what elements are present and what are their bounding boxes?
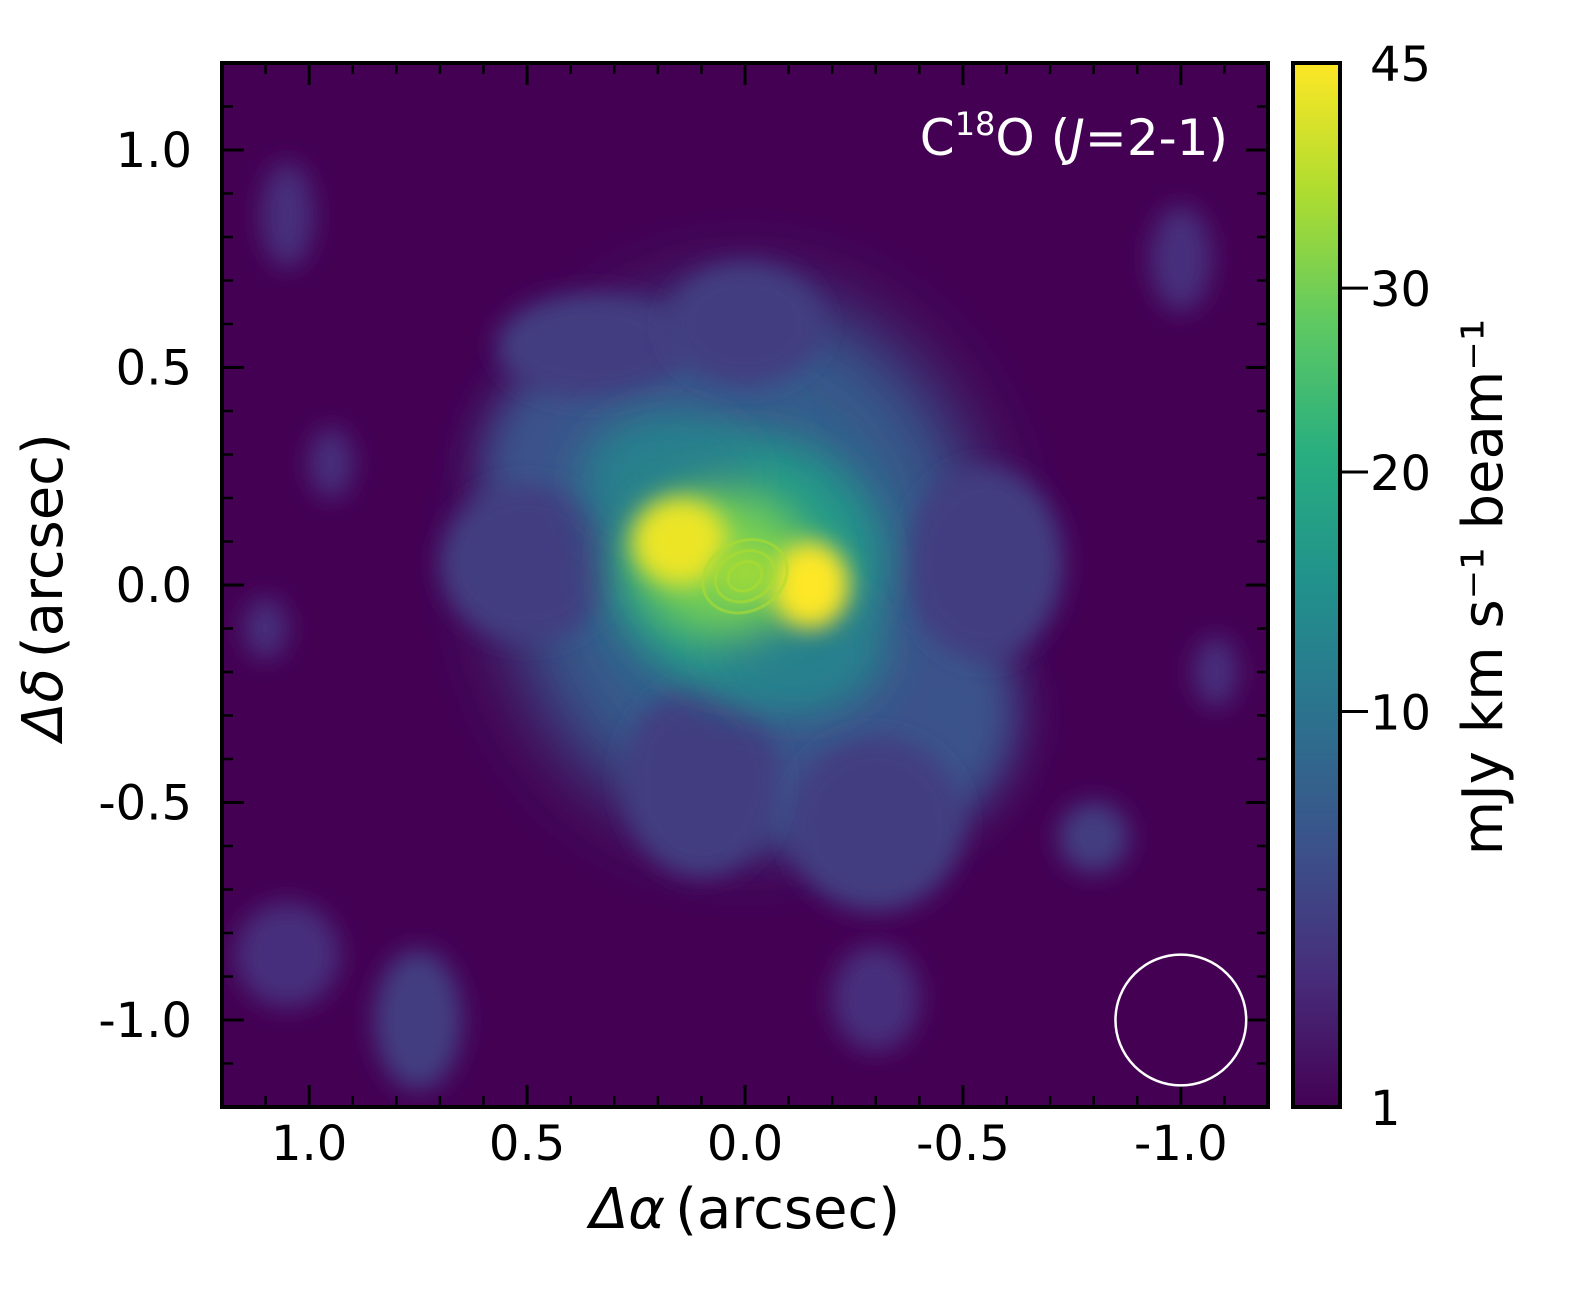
colorbar-ticks: 1 10 20 30 45 xyxy=(1340,37,1431,1137)
central-ring xyxy=(701,538,789,615)
annotation-species: C xyxy=(920,109,955,167)
emission-blob xyxy=(771,541,850,629)
x-tick-label: 0.5 xyxy=(489,1116,565,1172)
emission-blob xyxy=(1150,206,1212,312)
emission-blob xyxy=(1058,802,1129,873)
emission-blob xyxy=(439,484,615,642)
y-tick-label: 0.5 xyxy=(116,341,192,397)
emission-blob xyxy=(496,293,689,399)
emission-blob xyxy=(631,497,728,586)
axes: 1.0 0.5 0.0 -0.5 -1.0 1.0 0.5 0.0 -0.5 -1.0 xyxy=(98,61,1270,1172)
colorbar-tick-label: 30 xyxy=(1370,262,1431,318)
heatmap-image xyxy=(222,63,1268,1107)
colorbar-tick-label: 20 xyxy=(1370,446,1431,502)
annotation-transition: =2-1) xyxy=(1085,109,1228,167)
x-tick-label: -1.0 xyxy=(1134,1116,1228,1172)
emission-blob xyxy=(261,162,314,268)
molecule-annotation: C18O (J=2-1) xyxy=(920,105,1228,167)
emission-blob xyxy=(243,597,288,660)
x-axis-unit: (arcsec) xyxy=(675,1177,900,1242)
emission-blob xyxy=(906,467,1064,660)
colorbar-tick-label: 45 xyxy=(1370,37,1431,93)
x-tick-label: 0.0 xyxy=(707,1116,783,1172)
emission-blob xyxy=(832,945,920,1051)
emission-blob xyxy=(788,737,963,912)
colorbar-tick-label: 10 xyxy=(1370,686,1431,742)
emission-blob xyxy=(374,950,462,1090)
y-axis-label: Δδ (arcsec) xyxy=(11,433,76,745)
central-ring xyxy=(713,549,777,604)
colorbar-label: mJy km s⁻¹ beam⁻¹ xyxy=(1451,319,1516,856)
x-tick-label: 1.0 xyxy=(271,1116,347,1172)
emission-layers xyxy=(235,162,1238,1090)
emission-blob xyxy=(1193,637,1238,707)
colorbar: 1 10 20 30 45 xyxy=(1291,37,1431,1137)
colorbar-gradient xyxy=(1291,61,1342,1109)
y-tick-label: -0.5 xyxy=(98,776,192,832)
emission-blob xyxy=(309,428,353,499)
emission-blob xyxy=(666,262,824,386)
y-tick-label: 1.0 xyxy=(116,123,192,179)
y-tick-label: 0.0 xyxy=(116,558,192,614)
annotation-isotope: 18 xyxy=(955,105,996,143)
y-axis-symbol: Δδ xyxy=(11,668,76,745)
beam-ellipse xyxy=(1114,953,1248,1087)
y-axis-unit: (arcsec) xyxy=(11,433,76,658)
colorbar-tick-label: 1 xyxy=(1370,1081,1401,1137)
x-tick-label: -0.5 xyxy=(916,1116,1010,1172)
emission-blob xyxy=(235,902,340,1008)
annotation-species-tail: O ( xyxy=(995,109,1070,167)
x-axis-label: Δα (arcsec) xyxy=(586,1177,900,1242)
x-axis-symbol: Δα xyxy=(586,1177,665,1242)
y-tick-label: -1.0 xyxy=(98,993,192,1049)
central-ring xyxy=(726,560,764,593)
emission-blob xyxy=(622,684,780,877)
